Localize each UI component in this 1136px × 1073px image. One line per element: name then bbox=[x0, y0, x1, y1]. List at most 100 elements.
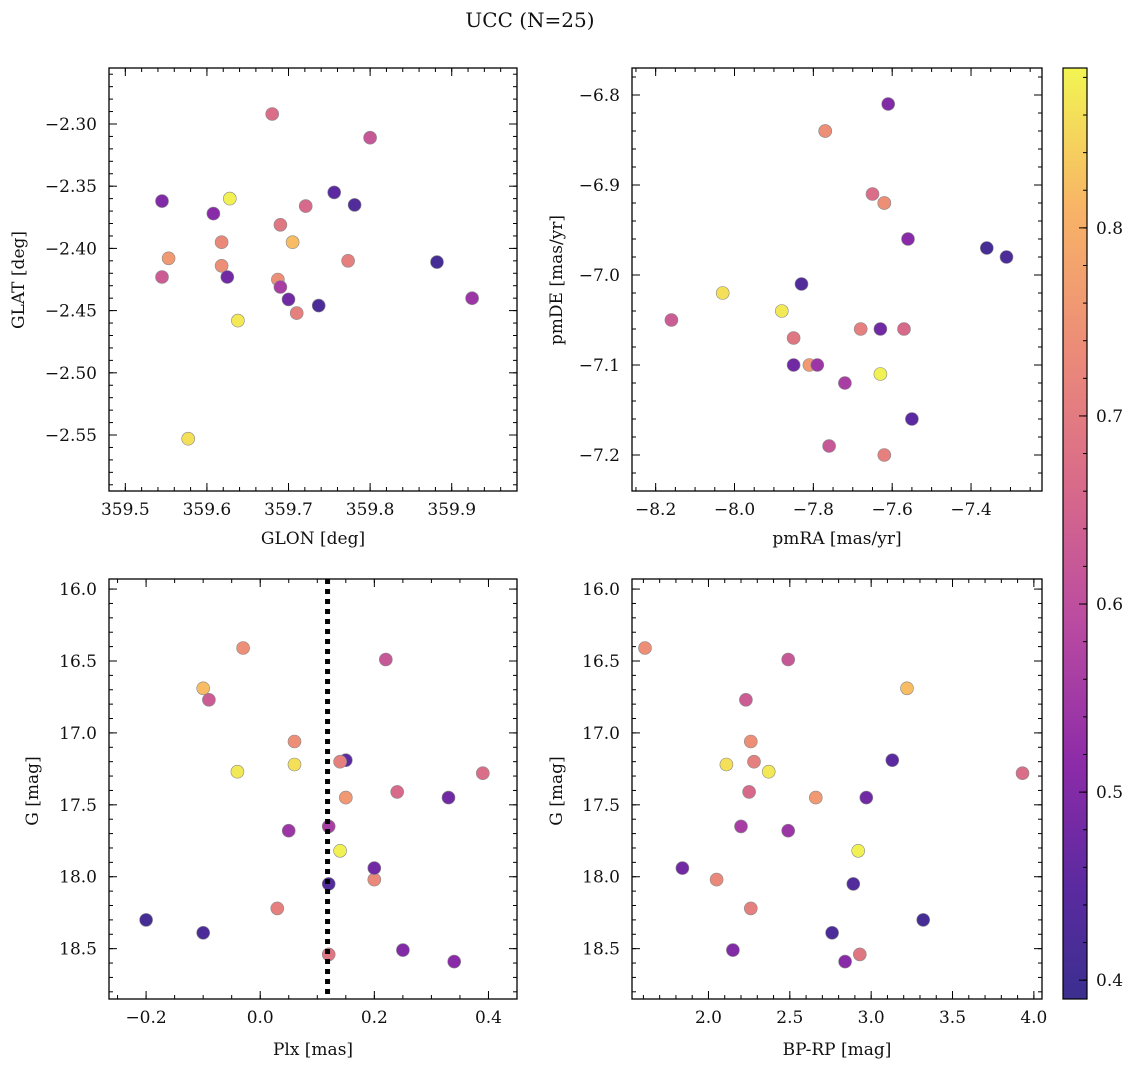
y-tick-label: 18.5 bbox=[582, 940, 620, 960]
data-point bbox=[781, 652, 796, 667]
data-point bbox=[475, 766, 490, 781]
data-point bbox=[999, 250, 1014, 264]
data-point bbox=[270, 901, 285, 916]
data-point bbox=[822, 439, 836, 453]
data-point bbox=[281, 292, 296, 307]
data-point bbox=[298, 199, 313, 213]
data-point bbox=[465, 291, 479, 306]
x-tick-label: 2.5 bbox=[776, 1008, 803, 1028]
data-point bbox=[865, 187, 880, 201]
data-point bbox=[719, 757, 734, 772]
data-point bbox=[287, 757, 302, 772]
data-point bbox=[327, 185, 342, 200]
y-tick-label: −7.2 bbox=[579, 446, 620, 466]
data-point bbox=[851, 843, 866, 858]
data-point bbox=[196, 925, 210, 940]
x-tick-label: 2.0 bbox=[695, 1008, 722, 1028]
data-point bbox=[905, 412, 919, 426]
x-tick-label: 359.6 bbox=[183, 500, 232, 520]
y-tick-label: 17.0 bbox=[582, 724, 620, 744]
data-point bbox=[979, 241, 994, 255]
data-point bbox=[214, 258, 229, 273]
data-point bbox=[236, 641, 250, 655]
x-tick-label: 4.0 bbox=[1020, 1008, 1047, 1028]
data-point bbox=[430, 255, 444, 269]
data-point bbox=[743, 734, 758, 749]
data-point bbox=[161, 251, 176, 266]
x-tick-label: 359.7 bbox=[264, 500, 313, 520]
data-point bbox=[1015, 766, 1030, 781]
y-axis-label: G [mag] bbox=[547, 756, 567, 825]
data-point bbox=[287, 734, 302, 749]
data-point bbox=[877, 196, 892, 210]
y-tick-label: 16.5 bbox=[59, 652, 97, 672]
colorbar-gradient bbox=[1062, 67, 1088, 1000]
x-tick-label: 359.9 bbox=[427, 500, 476, 520]
y-tick-label: −2.30 bbox=[45, 115, 97, 135]
y-tick-label: −2.45 bbox=[45, 302, 97, 322]
x-tick-label: −7.4 bbox=[950, 500, 991, 520]
data-point bbox=[808, 790, 823, 805]
data-point bbox=[838, 376, 852, 390]
data-point bbox=[273, 280, 288, 294]
data-point bbox=[367, 861, 382, 875]
data-point bbox=[900, 681, 914, 696]
data-point bbox=[881, 97, 896, 111]
data-point bbox=[786, 358, 801, 372]
data-point bbox=[638, 641, 652, 655]
data-point bbox=[347, 198, 362, 212]
data-point bbox=[289, 306, 304, 320]
data-point bbox=[916, 913, 931, 927]
data-point bbox=[786, 331, 801, 345]
x-axis-label: GLON [deg] bbox=[261, 529, 365, 549]
data-point bbox=[853, 322, 868, 336]
y-tick-label: 18.0 bbox=[59, 868, 97, 888]
data-point bbox=[378, 652, 393, 667]
data-point bbox=[231, 313, 245, 328]
data-point bbox=[901, 232, 915, 246]
x-tick-label: 0.2 bbox=[361, 1008, 388, 1028]
colorbar-tick-label: 0.4 bbox=[1096, 971, 1123, 991]
y-axis-label: GLAT [deg] bbox=[9, 231, 29, 329]
data-point bbox=[885, 753, 900, 768]
data-point bbox=[220, 270, 235, 284]
y-tick-label: −2.50 bbox=[45, 364, 97, 384]
data-point bbox=[202, 692, 216, 707]
y-tick-label: −2.40 bbox=[45, 239, 97, 259]
data-point bbox=[664, 313, 679, 327]
data-point bbox=[734, 819, 748, 834]
y-tick-label: −7.0 bbox=[579, 266, 620, 286]
data-point bbox=[715, 286, 730, 300]
y-tick-label: −6.9 bbox=[579, 176, 620, 196]
data-point bbox=[825, 925, 839, 940]
data-point bbox=[367, 872, 382, 887]
data-point bbox=[774, 304, 789, 318]
data-point bbox=[311, 298, 326, 313]
data-point bbox=[897, 322, 911, 336]
data-point bbox=[338, 790, 353, 805]
y-tick-label: 16.5 bbox=[582, 652, 620, 672]
data-point bbox=[794, 277, 809, 291]
y-tick-label: 18.0 bbox=[582, 868, 620, 888]
x-tick-label: −7.8 bbox=[793, 500, 834, 520]
y-tick-label: 16.0 bbox=[59, 580, 97, 600]
colorbar-tick-label: 0.8 bbox=[1096, 219, 1123, 239]
data-point bbox=[155, 194, 169, 208]
panel-pmra-pmde: pmRA [mas/yr] pmDE [mas/yr] −8.2 −8.0 −7.8… bbox=[547, 67, 1043, 549]
data-point bbox=[877, 448, 892, 462]
axes-frame bbox=[631, 578, 1043, 1000]
x-tick-label: −0.2 bbox=[125, 1008, 166, 1028]
data-point bbox=[285, 235, 300, 249]
panel-plx-g: Plx [mas] G [mag] −0.2 0.0 0.2 0.4 16.0 16.5 1… bbox=[23, 578, 518, 1060]
colorbar-tick-label: 0.7 bbox=[1096, 407, 1123, 427]
data-point bbox=[818, 124, 833, 138]
data-point bbox=[726, 943, 740, 957]
x-tick-label: 359.8 bbox=[346, 500, 395, 520]
x-tick-label: −8.0 bbox=[714, 500, 755, 520]
data-point bbox=[281, 823, 296, 838]
x-tick-label: 0.4 bbox=[475, 1008, 502, 1028]
data-point bbox=[333, 843, 347, 858]
data-point bbox=[441, 790, 456, 805]
y-axis-label: pmDE [mas/yr] bbox=[547, 215, 567, 345]
